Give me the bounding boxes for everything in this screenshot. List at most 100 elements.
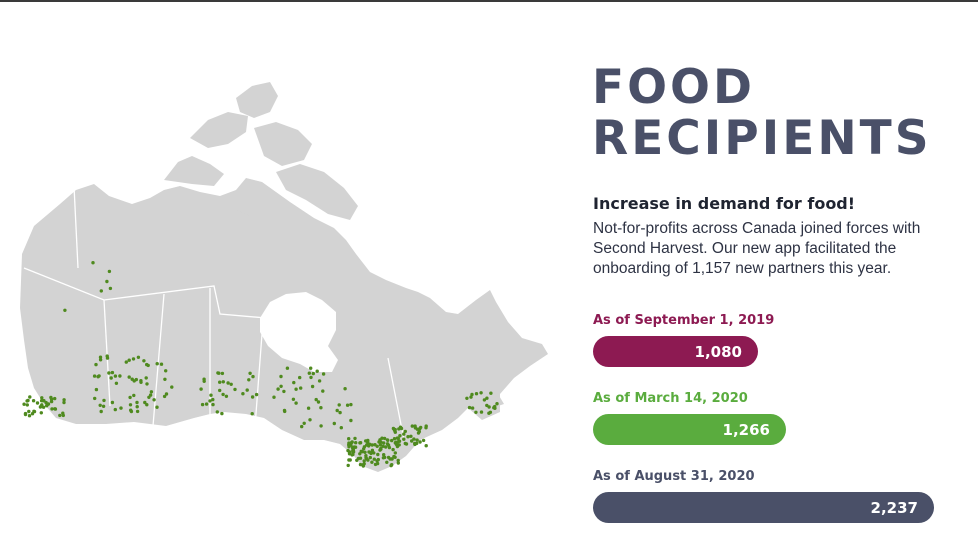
partner-marker <box>353 436 357 441</box>
partner-marker <box>53 396 57 401</box>
partner-marker <box>107 269 112 274</box>
partner-marker <box>108 286 113 291</box>
partner-marker <box>360 450 364 454</box>
partner-marker <box>350 440 354 445</box>
partner-marker <box>482 398 487 402</box>
partner-marker <box>410 439 414 443</box>
partner-marker <box>355 458 359 462</box>
partner-marker <box>366 458 370 462</box>
partner-marker <box>61 411 65 415</box>
partner-marker <box>310 384 315 389</box>
partner-marker <box>307 371 311 375</box>
partner-marker <box>465 396 469 400</box>
partner-marker <box>113 374 118 378</box>
vancouver-island <box>32 346 44 368</box>
partner-marker <box>272 395 276 399</box>
partner-marker <box>424 426 428 430</box>
partner-marker <box>384 445 388 449</box>
partner-marker <box>98 355 103 359</box>
partner-marker <box>402 437 406 441</box>
partner-marker <box>316 400 321 404</box>
hudson-bay <box>260 292 338 372</box>
partner-marker <box>91 261 95 265</box>
partner-marker <box>390 463 394 467</box>
partner-marker <box>35 401 40 405</box>
partner-marker <box>392 437 397 441</box>
partner-marker <box>92 374 97 378</box>
partner-marker <box>345 403 350 407</box>
partner-marker <box>367 450 371 454</box>
partner-marker <box>381 444 385 448</box>
partner-marker <box>415 438 419 442</box>
border-60th-parallel <box>23 267 267 319</box>
partner-marker <box>135 405 139 409</box>
partner-marker <box>358 441 363 445</box>
partner-marker <box>132 379 136 383</box>
partner-marker <box>363 450 367 454</box>
partner-marker <box>26 398 30 403</box>
partner-marker <box>376 452 380 457</box>
partner-marker <box>136 355 141 359</box>
partner-marker <box>105 354 109 358</box>
partner-marker <box>350 453 354 457</box>
partner-marker <box>217 371 221 375</box>
partner-marker <box>127 375 131 379</box>
partner-marker <box>99 409 103 414</box>
partner-marker <box>337 403 341 407</box>
partner-marker <box>421 438 426 443</box>
partner-marker <box>492 406 496 410</box>
partner-marker <box>362 459 366 463</box>
partner-marker <box>250 412 254 416</box>
partner-marker <box>343 387 347 391</box>
partner-marker <box>202 379 206 383</box>
partner-marker <box>39 411 43 415</box>
partner-marker <box>135 409 140 414</box>
partner-marker <box>155 405 159 409</box>
bar-mar-2020: 1,266 <box>593 414 786 445</box>
partner-marker <box>291 397 296 401</box>
partner-marker <box>200 402 205 407</box>
partner-marker <box>208 399 212 403</box>
partner-marker <box>164 369 168 373</box>
partner-marker <box>49 397 54 401</box>
pei-island <box>484 394 504 408</box>
partner-marker <box>62 400 66 405</box>
partner-marker <box>209 393 213 397</box>
partner-marker <box>321 372 326 376</box>
partner-marker <box>354 441 358 445</box>
partner-marker <box>32 409 36 413</box>
partner-marker <box>229 382 233 386</box>
title-line-recipients: RECIPIENTS <box>592 111 932 166</box>
headline: Increase in demand for food! <box>593 194 856 213</box>
partner-marker <box>349 443 353 447</box>
devon-island <box>254 122 312 166</box>
partner-marker <box>146 363 150 368</box>
partner-marker <box>362 445 367 449</box>
partner-marker <box>199 387 203 391</box>
partner-marker <box>298 375 302 380</box>
partner-marker <box>128 395 132 400</box>
partner-marker <box>315 369 319 373</box>
partner-marker <box>489 391 493 395</box>
partner-marker <box>282 389 286 394</box>
partner-marker <box>250 395 255 399</box>
partner-marker <box>403 429 407 434</box>
partner-marker <box>311 371 315 376</box>
partner-marker <box>215 410 219 414</box>
partner-marker <box>470 406 475 410</box>
partner-marker <box>22 402 26 406</box>
body-paragraph: Not-for-profits across Canada joined for… <box>593 220 921 277</box>
partner-marker <box>389 457 394 461</box>
bar-label-mar-2020: As of March 14, 2020 <box>593 391 748 406</box>
partner-marker <box>109 376 113 380</box>
partner-marker <box>294 387 298 391</box>
partner-marker <box>378 443 383 447</box>
partner-marker <box>98 358 103 362</box>
victoria-island <box>164 156 224 186</box>
partner-marker <box>474 410 478 414</box>
partner-marker <box>364 456 368 460</box>
partner-marker <box>412 437 416 441</box>
partner-marker <box>415 427 420 431</box>
canada-map <box>14 68 562 488</box>
partner-marker <box>393 430 397 434</box>
